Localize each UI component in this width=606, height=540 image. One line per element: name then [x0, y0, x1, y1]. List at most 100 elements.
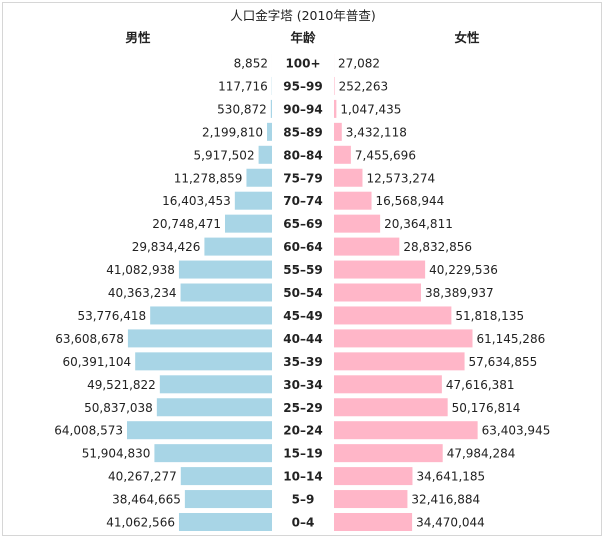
female-bar: [334, 214, 381, 233]
male-bar: [184, 490, 272, 509]
male-value-label: 40,363,234: [108, 286, 177, 300]
age-label: 55–59: [283, 263, 322, 277]
female-value-label: 3,432,118: [346, 125, 407, 139]
female-bar: [334, 145, 351, 164]
female-value-label: 63,403,945: [482, 424, 551, 438]
female-value-label: 40,229,536: [429, 263, 498, 277]
male-value-label: 64,008,573: [54, 424, 123, 438]
female-value-label: 7,455,696: [355, 148, 416, 162]
age-label: 0–4: [292, 516, 315, 530]
female-bar: [334, 352, 465, 371]
male-value-label: 29,834,426: [132, 240, 201, 254]
male-bar: [204, 237, 272, 256]
age-label: 60–64: [283, 240, 322, 254]
female-bar: [334, 375, 442, 394]
female-value-label: 32,416,884: [411, 493, 480, 507]
male-bar: [127, 329, 272, 348]
female-bar: [334, 168, 363, 187]
female-bar: [334, 76, 335, 95]
male-value-label: 8,852: [234, 57, 268, 71]
male-bar: [156, 398, 272, 417]
male-bar: [258, 145, 272, 164]
female-value-label: 27,082: [338, 57, 380, 71]
age-label: 50–54: [283, 286, 322, 300]
male-bar: [180, 467, 272, 486]
female-bar: [334, 306, 452, 325]
male-value-label: 63,608,678: [55, 332, 124, 346]
age-label: 100+: [285, 57, 320, 71]
age-label: 90–94: [283, 102, 322, 116]
male-column-header: 男性: [125, 30, 151, 45]
female-bar: [334, 99, 337, 118]
male-value-label: 38,464,665: [112, 493, 181, 507]
male-bar: [178, 260, 272, 279]
female-column-header: 女性: [454, 30, 480, 45]
female-bar: [334, 329, 473, 348]
pyramid-rows: 100+ 8,852 27,082 95–99 117,716 252,263 90–94 5…: [54, 54, 550, 531]
male-bar: [267, 122, 272, 141]
female-bar: [334, 283, 421, 302]
female-value-label: 252,263: [339, 79, 389, 93]
female-value-label: 34,470,044: [416, 516, 485, 530]
female-value-label: 57,634,855: [469, 355, 538, 369]
male-bar: [270, 99, 272, 118]
age-label: 35–39: [283, 355, 322, 369]
female-value-label: 16,568,944: [376, 194, 445, 208]
female-value-label: 20,364,811: [384, 217, 453, 231]
age-label: 45–49: [283, 309, 322, 323]
female-bar: [334, 122, 342, 141]
male-bar: [150, 306, 272, 325]
male-bar: [234, 191, 272, 210]
age-label: 20–24: [283, 424, 322, 438]
male-bar: [225, 214, 272, 233]
male-value-label: 20,748,471: [152, 217, 221, 231]
male-value-label: 11,278,859: [174, 171, 243, 185]
age-label: 15–19: [283, 447, 322, 461]
male-value-label: 41,082,938: [106, 263, 175, 277]
female-bar: [334, 513, 413, 531]
female-value-label: 61,145,286: [477, 332, 546, 346]
male-bar: [127, 421, 272, 440]
female-bar: [334, 467, 413, 486]
age-label: 30–34: [283, 378, 322, 392]
male-value-label: 530,872: [217, 102, 267, 116]
age-label: 65–69: [283, 217, 322, 231]
female-value-label: 28,832,856: [403, 240, 472, 254]
female-value-label: 12,573,274: [366, 171, 435, 185]
male-value-label: 41,062,566: [106, 516, 175, 530]
male-value-label: 16,403,453: [162, 194, 231, 208]
male-value-label: 49,521,822: [87, 378, 156, 392]
male-value-label: 2,199,810: [202, 125, 263, 139]
male-bar: [178, 513, 272, 531]
age-label: 25–29: [283, 401, 322, 415]
age-label: 75–79: [283, 171, 322, 185]
female-bar: [334, 237, 400, 256]
female-bar: [334, 398, 448, 417]
female-bar: [334, 444, 443, 463]
female-bar: [334, 421, 478, 440]
age-label: 85–89: [283, 125, 322, 139]
female-value-label: 47,984,284: [447, 447, 516, 461]
male-bar: [180, 283, 272, 302]
female-value-label: 50,176,814: [452, 401, 521, 415]
female-bar: [334, 191, 372, 210]
age-label: 40–44: [283, 332, 322, 346]
female-bar: [334, 260, 426, 279]
age-label: 80–84: [283, 148, 322, 162]
female-value-label: 38,389,937: [425, 286, 494, 300]
female-value-label: 51,818,135: [455, 309, 524, 323]
age-label: 10–14: [283, 470, 322, 484]
female-value-label: 47,616,381: [446, 378, 515, 392]
male-bar: [159, 375, 272, 394]
male-value-label: 60,391,104: [62, 355, 131, 369]
age-column-header: 年龄: [290, 30, 316, 45]
male-bar: [154, 444, 272, 463]
age-label: 5–9: [292, 493, 315, 507]
male-value-label: 51,904,830: [82, 447, 151, 461]
chart-frame: [2, 2, 602, 536]
male-bar: [135, 352, 272, 371]
female-bar: [334, 490, 408, 509]
age-label: 95–99: [283, 79, 322, 93]
male-value-label: 50,837,038: [84, 401, 153, 415]
